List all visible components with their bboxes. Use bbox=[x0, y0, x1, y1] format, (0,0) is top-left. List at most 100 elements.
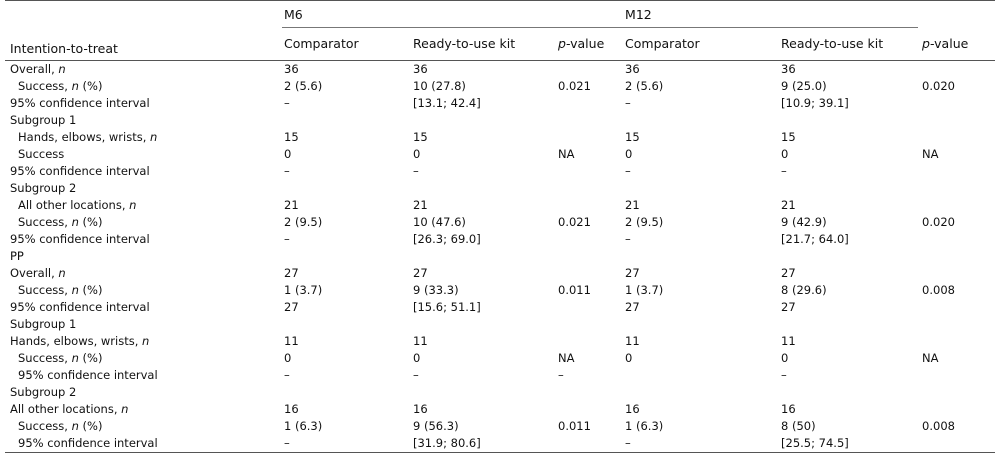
row-label-italic: n bbox=[58, 62, 66, 76]
cell-pvalue-m6 bbox=[546, 434, 624, 453]
cell-kit-m6: 27 bbox=[413, 266, 428, 280]
cell-kit-m6: – bbox=[413, 368, 419, 382]
cell-kit-m12: – bbox=[781, 164, 787, 178]
cell-comparator-m6 bbox=[282, 180, 406, 197]
row-label: Subgroup 1 bbox=[5, 316, 282, 333]
results-table-container: M6 M12 Intention-to-treat Comparator Rea… bbox=[5, 0, 996, 453]
cell-comparator-m6: – bbox=[284, 96, 290, 110]
cell-kit-m6 bbox=[406, 316, 546, 333]
cell-pvalue-m6 bbox=[546, 112, 623, 129]
table-row: Subgroup 1 bbox=[5, 112, 995, 129]
row-label-tail: (%) bbox=[78, 351, 103, 365]
cell-comparator-m6: – bbox=[284, 164, 290, 178]
cell-comparator-m12: 0 bbox=[625, 351, 633, 365]
cell-comparator-m12: – bbox=[625, 164, 631, 178]
cell-pvalue-m6 bbox=[546, 231, 623, 248]
cell-pvalue-m12 bbox=[918, 384, 995, 401]
row-label-italic: n bbox=[71, 351, 79, 365]
table-row: All other locations, n 16 16 16 16 bbox=[5, 401, 995, 418]
table-row: Success 0 0 NA 0 0 NA bbox=[5, 146, 995, 163]
cell-kit-m6: [15.6; 51.1] bbox=[413, 300, 481, 314]
cell-pvalue-m6 bbox=[546, 163, 623, 180]
table-row: Success, n (%) 1 (6.3) 9 (56.3) 0.011 1 (6.3… bbox=[5, 418, 995, 435]
cell-pvalue-m6 bbox=[546, 180, 623, 197]
cell-comparator-m12 bbox=[623, 367, 781, 384]
cell-kit-m12 bbox=[781, 248, 918, 265]
col-header-pvalue-m6: p-value bbox=[546, 27, 624, 61]
p-italic: p bbox=[558, 36, 566, 52]
cell-comparator-m12 bbox=[623, 180, 781, 197]
row-label-italic: n bbox=[71, 215, 79, 229]
cell-comparator-m12: 36 bbox=[625, 62, 640, 76]
row-label: Overall, n bbox=[5, 60, 282, 78]
cell-kit-m6 bbox=[406, 112, 546, 129]
row-label: 95% confidence interval bbox=[5, 299, 282, 316]
cell-kit-m12: 21 bbox=[781, 198, 796, 212]
row-label-text: 95% confidence interval bbox=[18, 368, 158, 382]
cell-comparator-m6: 36 bbox=[284, 62, 299, 76]
cell-kit-m12: 0 bbox=[781, 351, 789, 365]
row-label-italic: n bbox=[71, 283, 79, 297]
cell-comparator-m12: 2 (9.5) bbox=[625, 215, 664, 229]
cell-pvalue-m12 bbox=[918, 95, 995, 112]
row-label-text: Success, bbox=[18, 79, 72, 93]
cell-comparator-m6 bbox=[282, 316, 406, 333]
cell-pvalue-m6: – bbox=[558, 368, 564, 382]
cell-kit-m6 bbox=[406, 180, 546, 197]
cell-kit-m12: 36 bbox=[781, 62, 796, 76]
row-label: Success, n (%) bbox=[5, 350, 282, 367]
cell-comparator-m6: 0 bbox=[284, 147, 292, 161]
cell-kit-m12: 11 bbox=[781, 334, 796, 348]
p-italic: p bbox=[922, 36, 930, 51]
cell-kit-m6: 9 (56.3) bbox=[413, 419, 459, 433]
p-suffix: -value bbox=[565, 36, 605, 52]
cell-comparator-m12: 16 bbox=[625, 402, 640, 416]
cell-kit-m6: 21 bbox=[413, 198, 428, 212]
cell-comparator-m6: 27 bbox=[284, 266, 299, 280]
row-label-tail: (%) bbox=[78, 283, 103, 297]
table-row: Subgroup 2 bbox=[5, 180, 995, 197]
cell-pvalue-m6: NA bbox=[558, 351, 575, 365]
row-label-text: Success, bbox=[18, 283, 72, 297]
cell-pvalue-m12 bbox=[918, 197, 995, 214]
cell-kit-m6: 10 (47.6) bbox=[413, 215, 466, 229]
table-row: Subgroup 2 bbox=[5, 384, 995, 401]
cell-pvalue-m6 bbox=[546, 333, 623, 350]
cell-kit-m6: 36 bbox=[413, 62, 428, 76]
col-header-comparator-m6: Comparator bbox=[282, 27, 406, 61]
row-label: PP bbox=[5, 248, 282, 265]
cell-kit-m6: [26.3; 69.0] bbox=[413, 232, 481, 246]
row-label-text: All other locations, bbox=[10, 402, 122, 416]
row-label-italic: n bbox=[121, 402, 129, 416]
cell-pvalue-m12: 0.020 bbox=[922, 215, 955, 229]
cell-pvalue-m6: 0.021 bbox=[558, 79, 591, 93]
table-row: 95% confidence interval – – – – bbox=[5, 163, 995, 180]
cell-kit-m6: 10 (27.8) bbox=[413, 79, 466, 93]
row-label-italic: n bbox=[150, 130, 158, 144]
cell-kit-m12: [25.5; 74.5] bbox=[781, 434, 919, 453]
cell-kit-m6: 15 bbox=[413, 130, 428, 144]
cell-kit-m6: – bbox=[413, 164, 419, 178]
cell-pvalue-m6 bbox=[546, 60, 623, 78]
row-label-text: Subgroup 1 bbox=[10, 113, 77, 127]
table-row: Overall, n 27 27 27 27 bbox=[5, 265, 995, 282]
row-label-text: PP bbox=[10, 249, 24, 263]
col-header-kit-m12: Ready-to-use kit bbox=[781, 27, 919, 61]
table-row: Overall, n 36 36 36 36 bbox=[5, 60, 995, 78]
row-label-text: Overall, bbox=[10, 266, 59, 280]
cell-comparator-m12: – bbox=[625, 232, 631, 246]
cell-pvalue-m12: 0.008 bbox=[922, 283, 955, 297]
cell-pvalue-m6 bbox=[546, 299, 623, 316]
cell-pvalue-m12 bbox=[918, 112, 995, 129]
row-label-text: 95% confidence interval bbox=[10, 232, 150, 246]
table-row: Success, n (%) 2 (5.6) 10 (27.8) 0.021 2 (5.… bbox=[5, 78, 995, 95]
cell-comparator-m12: 1 (3.7) bbox=[625, 283, 664, 297]
cell-comparator-m6: 15 bbox=[284, 130, 299, 144]
cell-comparator-m6: 2 (9.5) bbox=[284, 215, 323, 229]
cell-kit-m6: 16 bbox=[413, 402, 428, 416]
cell-comparator-m12: – bbox=[623, 434, 782, 453]
cell-kit-m6: [13.1; 42.4] bbox=[413, 96, 481, 110]
cell-comparator-m12: 27 bbox=[625, 266, 640, 280]
cell-comparator-m12 bbox=[623, 384, 781, 401]
row-label: Hands, elbows, wrists, n bbox=[5, 333, 282, 350]
